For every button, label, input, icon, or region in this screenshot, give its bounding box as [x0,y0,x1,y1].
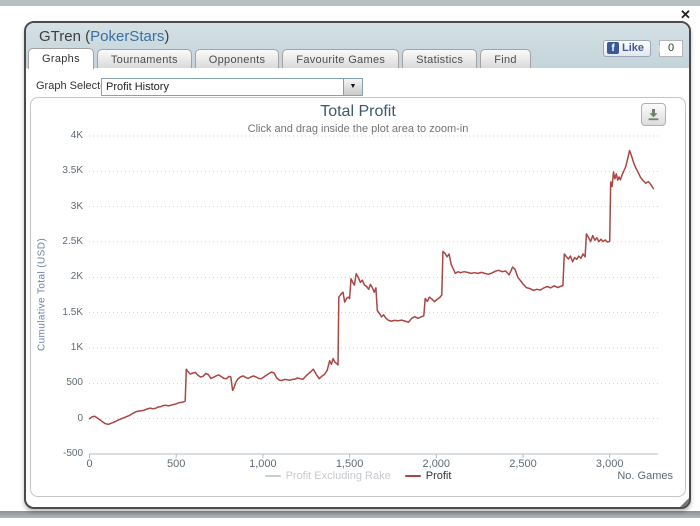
like-button-label: Like [621,42,644,54]
tab-favourite-games[interactable]: Favourite Games [282,49,400,68]
x-axis-tick-label: 3,000 [595,458,624,470]
title-close-paren: ) [164,28,170,45]
close-icon[interactable]: ✕ [680,7,691,22]
graph-selector-row: Graph Selected: Profit History ▼ [26,68,689,98]
legend-item-profit-excluding-rake[interactable]: Profit Excluding Rake [264,470,391,482]
facebook-like-button[interactable]: f Like [602,39,651,57]
y-axis-tick-label: 3K [70,200,83,212]
graph-selected-label: Graph Selected: [36,80,116,92]
tab-find[interactable]: Find [480,49,531,68]
plot-area[interactable] [88,135,659,461]
facebook-like-widget: f Like 0 [602,39,683,57]
y-axis-tick-label: 1.5K [62,306,83,318]
tab-tournaments[interactable]: Tournaments [96,49,192,68]
y-axis-tick-label: 1K [70,342,83,353]
download-chart-button[interactable] [641,103,666,126]
tab-opponents[interactable]: Opponents [194,49,280,68]
page-title: GTren (PokerStars) [39,28,169,45]
y-axis-tick-label: 2.5K [62,236,83,247]
facebook-icon: f [606,42,619,54]
y-axis-tick-label: 4K [70,130,83,141]
x-axis-tick-label: 2,000 [422,458,451,470]
site-name: PokerStars [90,28,165,45]
legend-dash-icon [404,475,421,477]
like-count-badge: 0 [655,39,683,57]
tab-graphs[interactable]: Graphs [28,48,94,69]
x-axis-tick-label: 1,500 [335,458,364,470]
chart-title: Total Profit [320,103,396,120]
chart-legend: Profit Excluding Rake Profit [31,470,685,482]
profit-line [88,149,655,426]
tab-bar: Graphs Tournaments Opponents Favourite G… [27,48,531,69]
download-icon [648,109,659,121]
x-axis-tick-label: 1,000 [249,458,277,470]
x-axis-tick-label: 0 [86,458,93,470]
resize-handle[interactable] [678,496,689,507]
tab-statistics[interactable]: Statistics [402,49,478,68]
y-axis-tick-label: -500 [62,448,83,459]
y-axis-tick-label: 3.5K [62,165,83,177]
legend-dash-icon [264,475,281,477]
y-axis-tick-label: 0 [77,412,83,424]
chart-subtitle: Click and drag inside the plot area to z… [247,123,469,135]
x-axis-tick-label: 2,500 [509,458,537,470]
graph-select-dropdown[interactable]: Profit History ▼ [101,78,363,96]
y-axis-tick-label: 2K [70,271,83,283]
legend-item-profit[interactable]: Profit [404,470,452,482]
chevron-down-icon[interactable]: ▼ [343,79,362,95]
page-top-strip [0,0,700,6]
graph-select-value: Profit History [106,81,169,93]
chart-panel: Total Profit Click and drag inside the p… [30,97,686,497]
y-axis-tick-label: 500 [66,377,83,389]
x-axis-title: No. Games [617,470,673,482]
player-popup-dialog: GTren (PokerStars) Graphs Tournaments Op… [24,21,691,509]
x-axis-tick-label: 500 [167,458,186,470]
player-name: GTren ( [39,28,91,45]
dialog-header: GTren (PokerStars) Graphs Tournaments Op… [26,23,689,69]
legend-item-label: Profit Excluding Rake [285,470,391,482]
page-bottom-strip [0,511,700,518]
legend-item-label: Profit [425,470,452,482]
